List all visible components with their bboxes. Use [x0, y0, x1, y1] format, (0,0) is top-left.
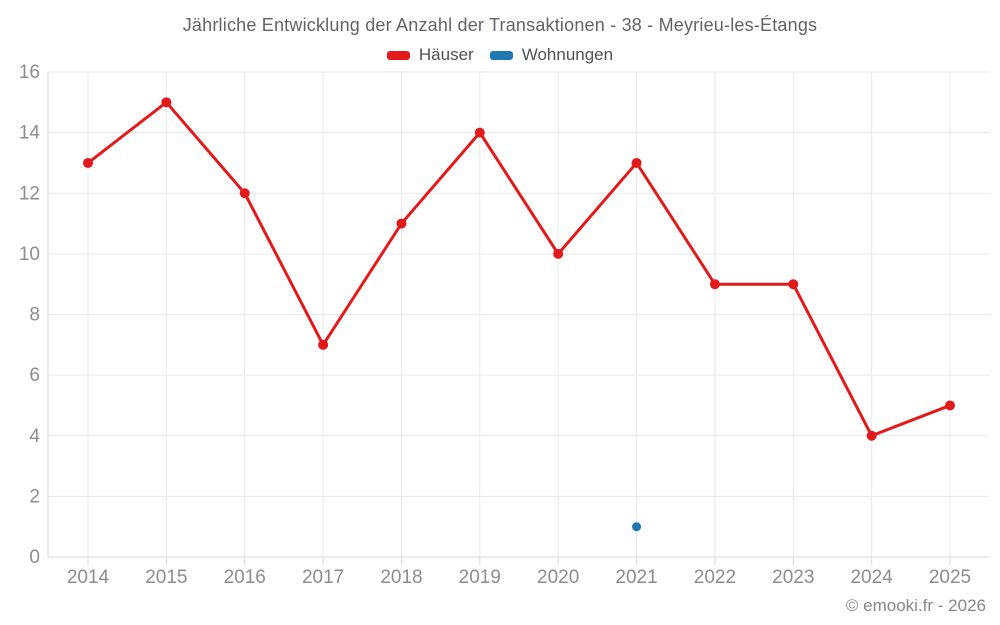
- data-point-häuser: [474, 127, 485, 138]
- data-point-häuser: [83, 157, 93, 168]
- y-tick-label: 4: [29, 426, 40, 447]
- data-point-häuser: [553, 248, 564, 259]
- y-tick-label: 2: [29, 486, 40, 507]
- y-tick-label: 10: [19, 244, 40, 265]
- x-tick-label: 2017: [302, 567, 344, 588]
- data-point-häuser: [631, 157, 642, 168]
- series-line-häuser: [86, 100, 952, 438]
- x-tick-label: 2025: [929, 567, 971, 588]
- legend-label-wohnungen: Wohnungen: [521, 45, 614, 64]
- copyright-text: © emooki.fr - 2026: [845, 596, 986, 615]
- x-tick-label: 2022: [694, 567, 736, 588]
- x-tick-label: 2015: [145, 567, 187, 588]
- y-tick-label: 8: [29, 305, 40, 326]
- x-tick-label: 2020: [537, 567, 579, 588]
- legend-label-haeuser: Häuser: [418, 45, 474, 64]
- y-tick-label: 14: [19, 123, 41, 144]
- data-point-häuser: [788, 279, 799, 290]
- y-tick-label: 16: [19, 62, 40, 83]
- data-point-häuser: [866, 430, 877, 441]
- x-tick-label: 2018: [380, 567, 422, 588]
- data-point-häuser: [709, 279, 720, 290]
- y-tick-label: 6: [29, 365, 40, 386]
- y-tick-label: 12: [19, 183, 40, 204]
- data-point-wohnungen: [632, 522, 642, 532]
- legend-swatch-wohnungen-icon: [489, 50, 513, 60]
- data-point-häuser: [396, 218, 407, 229]
- chart-title: Jährliche Entwicklung der Anzahl der Tra…: [182, 15, 818, 35]
- y-tick-label: 0: [29, 547, 40, 568]
- data-point-häuser: [945, 400, 955, 411]
- x-tick-label: 2014: [67, 567, 110, 588]
- legend-item-wohnungen[interactable]: Wohnungen: [489, 45, 614, 65]
- data-point-häuser: [318, 339, 329, 350]
- x-tick-label: 2024: [850, 567, 893, 588]
- legend-swatch-haeuser-icon: [386, 50, 410, 60]
- data-point-häuser: [161, 97, 172, 108]
- data-point-häuser: [239, 188, 250, 199]
- legend: Häuser Wohnungen: [0, 45, 1000, 65]
- x-tick-label: 2021: [615, 567, 657, 588]
- legend-item-haeuser[interactable]: Häuser: [386, 45, 474, 65]
- x-tick-label: 2023: [772, 567, 814, 588]
- x-tick-label: 2016: [224, 567, 266, 588]
- x-tick-label: 2019: [459, 567, 501, 588]
